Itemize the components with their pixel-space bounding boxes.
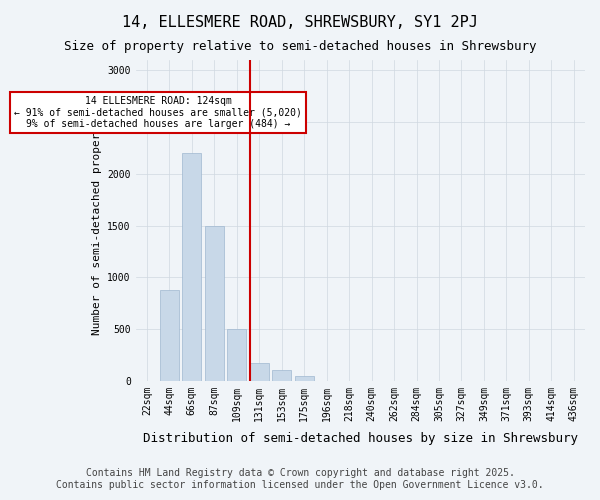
Text: 14, ELLESMERE ROAD, SHREWSBURY, SY1 2PJ: 14, ELLESMERE ROAD, SHREWSBURY, SY1 2PJ (122, 15, 478, 30)
Bar (272, 370, 291, 381)
X-axis label: Distribution of semi-detached houses by size in Shrewsbury: Distribution of semi-detached houses by … (143, 432, 578, 445)
Text: Contains HM Land Registry data © Crown copyright and database right 2025.
Contai: Contains HM Land Registry data © Crown c… (56, 468, 544, 490)
Bar (227, 329, 247, 381)
Bar (250, 363, 269, 381)
Bar (182, 153, 202, 381)
Y-axis label: Number of semi-detached properties: Number of semi-detached properties (92, 106, 102, 335)
Bar (205, 226, 224, 381)
Text: 14 ELLESMERE ROAD: 124sqm
← 91% of semi-detached houses are smaller (5,020)
9% o: 14 ELLESMERE ROAD: 124sqm ← 91% of semi-… (14, 96, 302, 130)
Bar (295, 376, 314, 381)
Text: Size of property relative to semi-detached houses in Shrewsbury: Size of property relative to semi-detach… (64, 40, 536, 53)
Bar (160, 290, 179, 381)
